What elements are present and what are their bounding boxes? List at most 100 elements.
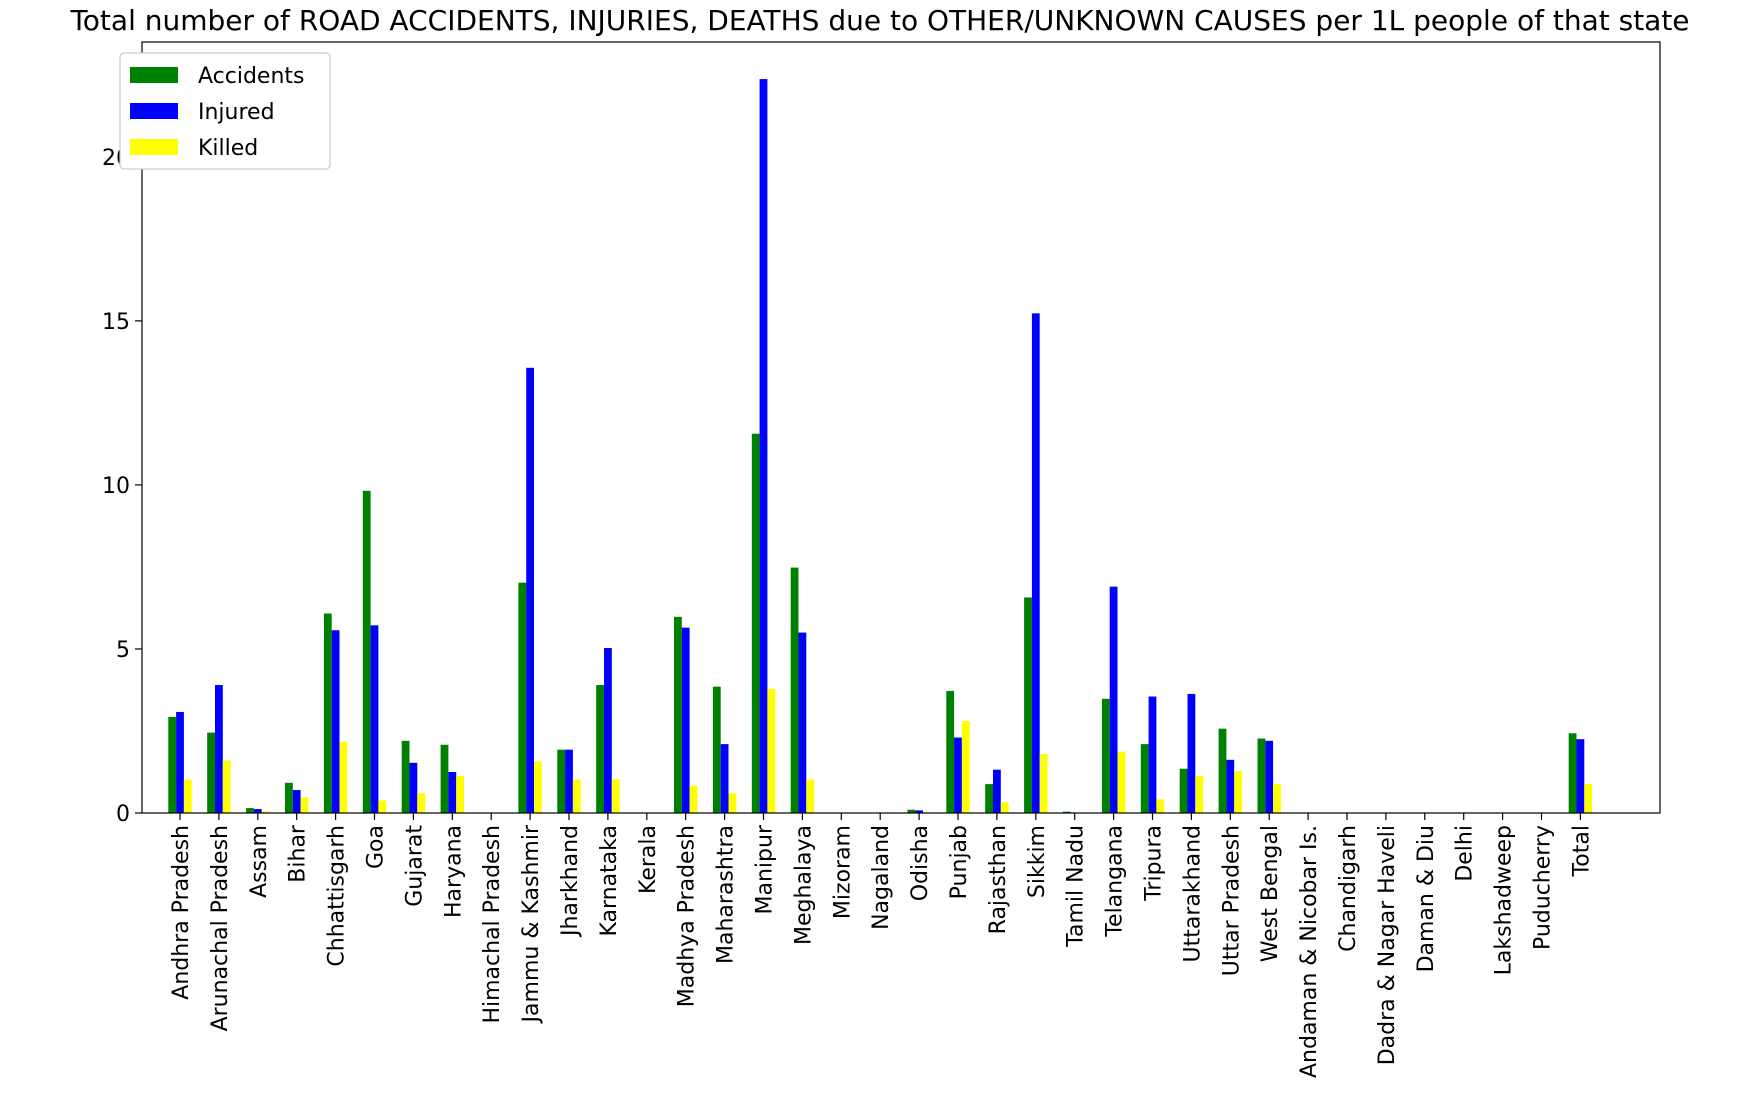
legend-swatch-injured	[130, 103, 178, 119]
bar-injured-10	[565, 749, 573, 813]
bar-injured-2	[253, 809, 262, 813]
bar-killed-24	[1117, 751, 1126, 813]
x-tick-label-34: Lakshadweep	[1492, 825, 1517, 975]
bar-killed-9	[534, 761, 542, 813]
bar-killed-22	[1039, 753, 1048, 813]
x-tick-label-2: Assam	[247, 825, 272, 898]
bar-killed-1	[222, 760, 231, 813]
bar-accidents-20	[946, 690, 955, 813]
bar-injured-27	[1226, 759, 1235, 813]
bar-injured-14	[720, 744, 729, 813]
chart-title: Total number of ROAD ACCIDENTS, INJURIES…	[69, 4, 1689, 37]
bar-killed-6	[417, 793, 426, 813]
x-tick-label-24: Telangana	[1103, 825, 1128, 938]
x-tick-label-18: Nagaland	[869, 825, 894, 930]
bar-killed-16	[806, 779, 815, 813]
x-tick-label-31: Dadra & Nagar Haveli	[1375, 825, 1400, 1065]
bar-injured-24	[1109, 586, 1118, 813]
bar-accidents-27	[1218, 728, 1227, 813]
x-tick-label-25: Tripura	[1142, 825, 1167, 902]
bar-accidents-10	[557, 749, 566, 813]
x-tick-label-7: Haryana	[441, 825, 466, 918]
x-tick-label-12: Kerala	[636, 825, 661, 894]
bar-accidents-1	[207, 732, 215, 813]
legend: Accidents Injured Killed	[119, 52, 331, 170]
legend-label-killed: Killed	[198, 136, 258, 161]
x-tick-label-19: Odisha	[908, 825, 933, 901]
x-axis: Andhra Pradesh Arunachal Pradesh Assam Biha…	[169, 813, 1594, 1078]
bar-accidents-26	[1179, 768, 1188, 813]
bar-injured-22	[1031, 313, 1040, 813]
bar-accidents-22	[1024, 597, 1032, 813]
bar-accidents-7	[440, 744, 449, 813]
bar-injured-19	[915, 810, 923, 813]
x-tick-label-13: Madhya Pradesh	[675, 825, 700, 1007]
x-tick-label-14: Maharashtra	[714, 825, 739, 964]
bar-killed-13	[689, 785, 698, 813]
bar-injured-28	[1265, 740, 1274, 813]
bar-accidents-13	[674, 616, 682, 813]
x-tick-label-22: Sikkim	[1025, 825, 1050, 898]
x-tick-label-3: Bihar	[286, 824, 311, 883]
x-tick-label-15: Manipur	[753, 824, 778, 914]
x-tick-label-26: Uttarakhand	[1180, 825, 1205, 962]
bar-killed-25	[1156, 799, 1165, 813]
bar-injured-16	[798, 632, 807, 813]
x-tick-label-33: Delhi	[1453, 825, 1478, 882]
bar-killed-7	[456, 775, 464, 813]
bar-injured-3	[292, 790, 301, 813]
bar-killed-28	[1273, 784, 1281, 813]
x-tick-label-32: Daman & Diu	[1414, 825, 1439, 972]
bar-injured-9	[526, 367, 534, 813]
bar-injured-26	[1187, 693, 1196, 813]
x-tick-label-1: Arunachal Pradesh	[208, 825, 233, 1031]
bar-injured-1	[215, 685, 223, 813]
bar-accidents-14	[712, 686, 721, 813]
x-tick-label-28: West Bengal	[1258, 825, 1283, 962]
x-tick-label-11: Karnataka	[597, 825, 622, 937]
bar-accidents-4	[323, 613, 332, 813]
bar-accidents-25	[1140, 744, 1149, 813]
y-tick-label-2: 10	[102, 474, 130, 499]
bar-killed-36	[1584, 784, 1593, 813]
bar-accidents-5	[362, 490, 371, 813]
bar-injured-0	[176, 711, 184, 813]
bar-injured-7	[448, 771, 457, 813]
y-tick-label-0: 0	[116, 802, 130, 827]
x-tick-label-5: Goa	[364, 825, 389, 869]
bar-killed-5	[378, 800, 387, 813]
bar-accidents-2	[246, 808, 254, 813]
bar-killed-0	[183, 779, 192, 813]
x-tick-label-35: Puducherry	[1531, 825, 1556, 950]
bar-killed-3	[300, 797, 309, 813]
x-tick-label-36: Total	[1569, 825, 1594, 877]
y-tick-label-3: 15	[102, 310, 130, 335]
bar-accidents-9	[518, 582, 527, 813]
x-tick-label-27: Uttar Pradesh	[1219, 825, 1244, 976]
legend-label-accidents: Accidents	[198, 64, 305, 89]
bar-accidents-15	[751, 433, 760, 813]
bar-accidents-24	[1101, 698, 1110, 813]
bar-killed-26	[1195, 775, 1204, 813]
x-tick-label-10: Jharkhand	[558, 825, 583, 938]
x-tick-label-29: Andaman & Nicobar Is.	[1297, 825, 1322, 1078]
bar-injured-5	[370, 625, 379, 813]
legend-label-injured: Injured	[198, 100, 275, 125]
bar-killed-10	[572, 779, 581, 813]
x-tick-label-21: Rajasthan	[986, 825, 1011, 934]
bar-accidents-19	[907, 809, 916, 813]
x-tick-label-23: Tamil Nadu	[1064, 825, 1089, 948]
bar-killed-21	[1000, 802, 1009, 813]
bar-accidents-3	[285, 782, 293, 813]
bar-accidents-28	[1257, 738, 1266, 813]
bar-killed-27	[1234, 771, 1242, 813]
bar-injured-4	[331, 630, 340, 813]
bar-accidents-23	[1063, 811, 1071, 813]
bar-injured-11	[604, 647, 612, 813]
x-tick-label-4: Chhattisgarh	[325, 825, 350, 967]
bar-killed-14	[728, 793, 737, 813]
x-tick-label-17: Mizoram	[830, 825, 855, 919]
x-tick-label-30: Chandigarh	[1336, 825, 1361, 952]
